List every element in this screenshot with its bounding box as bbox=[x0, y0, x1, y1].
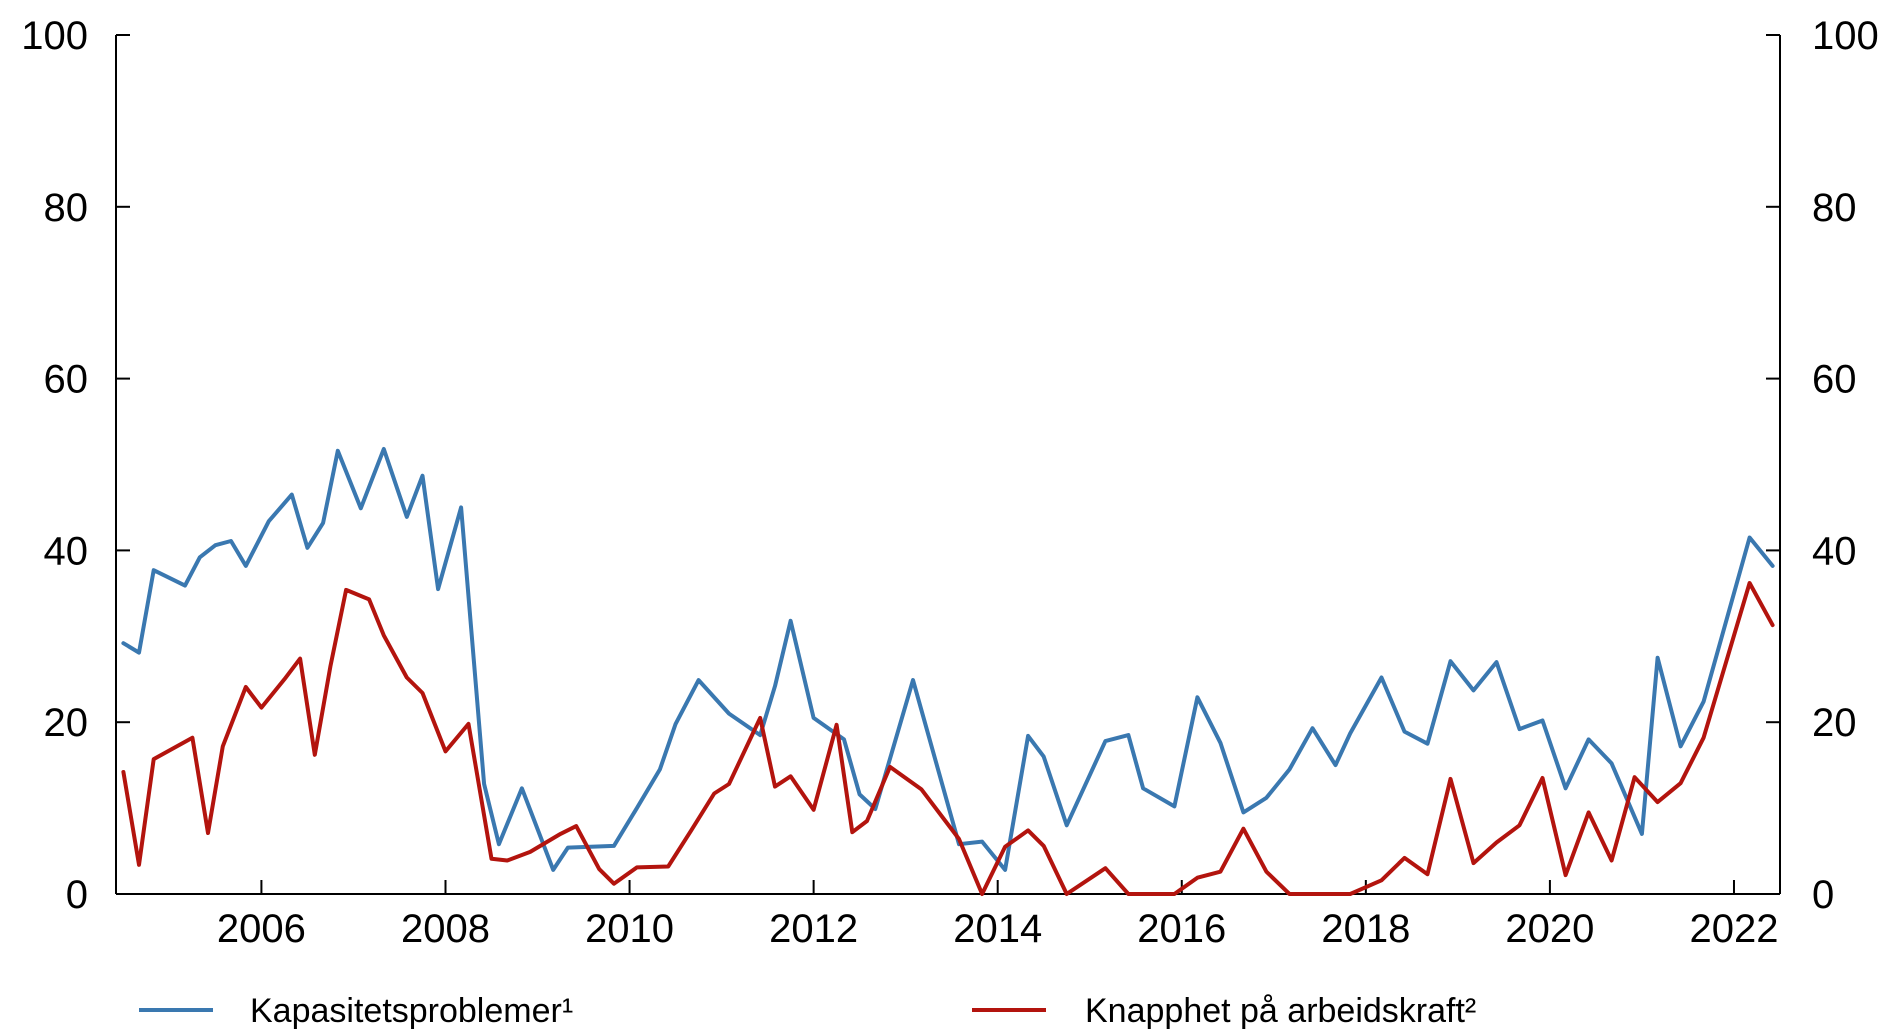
right-y-axis-ticks: 0 20 40 60 80 100 bbox=[1766, 14, 1879, 917]
x-axis-ticks: 2006 2008 2010 2012 2014 2016 2018 2020 2022 bbox=[217, 880, 1778, 951]
left-y-tick-label: 60 bbox=[44, 358, 89, 402]
x-tick-label: 2014 bbox=[953, 907, 1042, 951]
series-line-knapphet-pa-arbeidskraft bbox=[121, 581, 1775, 896]
legend: Kapasitetsproblemer¹ Knapphet på arbeids… bbox=[139, 992, 1476, 1030]
x-tick-label: 2016 bbox=[1137, 907, 1226, 951]
x-tick-label: 2010 bbox=[585, 907, 674, 951]
x-tick-label: 2022 bbox=[1689, 907, 1778, 951]
series-lines bbox=[121, 447, 1775, 896]
left-y-tick-label: 80 bbox=[44, 186, 89, 230]
x-tick-label: 2008 bbox=[401, 907, 490, 951]
right-y-tick-label: 0 bbox=[1812, 873, 1834, 917]
left-y-tick-label: 0 bbox=[66, 873, 88, 917]
left-y-axis-ticks: 0 20 40 60 80 100 bbox=[21, 14, 130, 917]
x-tick-label: 2012 bbox=[769, 907, 858, 951]
right-y-tick-label: 60 bbox=[1812, 358, 1857, 402]
left-y-tick-label: 40 bbox=[44, 529, 89, 573]
legend-label-knapphet-pa-arbeidskraft: Knapphet på arbeidskraft² bbox=[1085, 992, 1476, 1030]
x-tick-label: 2018 bbox=[1321, 907, 1410, 951]
right-y-tick-label: 40 bbox=[1812, 529, 1857, 573]
right-y-tick-label: 80 bbox=[1812, 186, 1857, 230]
left-y-tick-label: 100 bbox=[21, 14, 88, 58]
series-line-kapasitetsproblemer bbox=[121, 447, 1775, 872]
x-tick-label: 2006 bbox=[217, 907, 306, 951]
right-y-tick-label: 20 bbox=[1812, 701, 1857, 745]
right-y-tick-label: 100 bbox=[1812, 14, 1879, 58]
legend-label-kapasitetsproblemer: Kapasitetsproblemer¹ bbox=[250, 992, 573, 1030]
axes-frame bbox=[115, 35, 1781, 895]
left-y-tick-label: 20 bbox=[44, 701, 89, 745]
x-tick-label: 2020 bbox=[1505, 907, 1594, 951]
